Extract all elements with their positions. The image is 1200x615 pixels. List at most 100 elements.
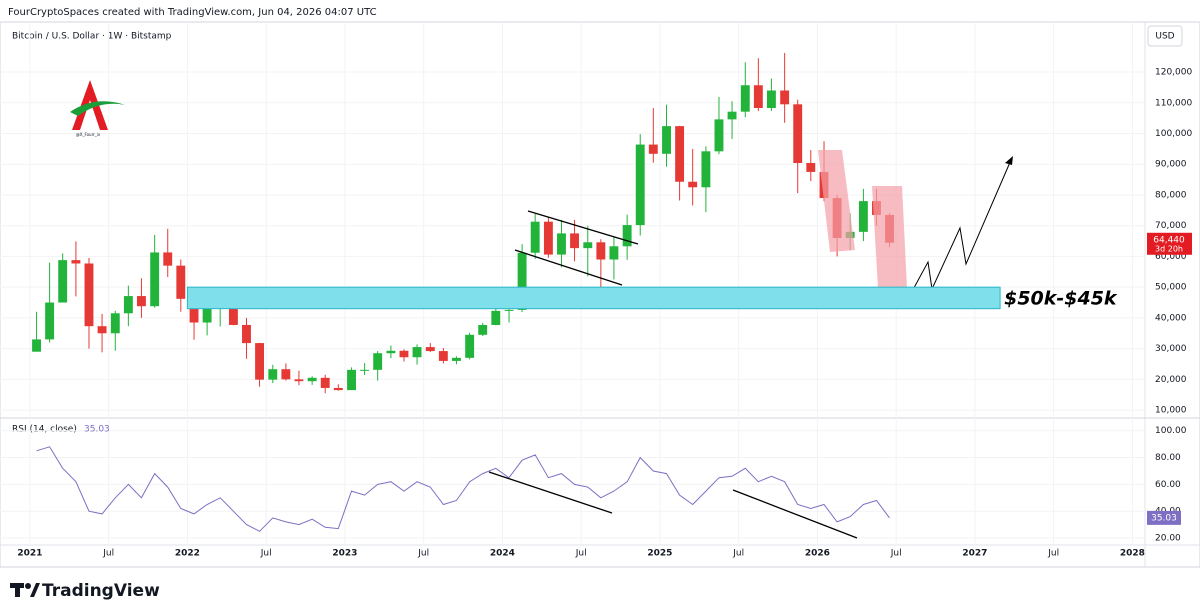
x-tick-label: Jul xyxy=(260,549,272,559)
arrow-head xyxy=(1005,156,1013,165)
support-zone xyxy=(186,286,1001,310)
candle-body xyxy=(412,347,422,358)
y-tick-label: 20,000 xyxy=(1155,375,1187,385)
candle-body xyxy=(714,119,724,152)
candle-body xyxy=(150,252,160,307)
candle-body xyxy=(136,296,146,307)
candle-body xyxy=(583,242,593,249)
candle-body xyxy=(780,90,790,105)
footer-logo: TradingView xyxy=(10,581,160,601)
x-tick-label: Jul xyxy=(1047,549,1059,559)
candle-body xyxy=(517,252,527,310)
x-tick-label: Jul xyxy=(575,549,587,559)
x-tick-label: 2021 xyxy=(17,549,42,559)
candle-body xyxy=(163,252,173,266)
rsi-value-box xyxy=(1147,510,1181,525)
candle-body xyxy=(740,85,750,112)
candle-body xyxy=(58,260,68,303)
candle-body xyxy=(491,310,501,325)
x-tick-label: 2027 xyxy=(962,549,987,559)
candle-body xyxy=(675,126,685,182)
candle-body xyxy=(766,90,776,108)
candle-body xyxy=(281,369,291,380)
logo-a xyxy=(72,80,108,130)
y-tick-label: 30,000 xyxy=(1155,344,1187,354)
candle-body xyxy=(32,339,41,352)
logo-swoosh xyxy=(70,101,125,116)
candle-body xyxy=(347,369,356,391)
brand-name: TradingView xyxy=(42,581,160,601)
y-tick-label: 100.00 xyxy=(1155,426,1187,436)
y-tick-label: 20.00 xyxy=(1155,534,1181,544)
y-tick-label: 80,000 xyxy=(1155,190,1187,200)
candle-body xyxy=(110,313,120,334)
candle-body xyxy=(242,324,251,344)
candle-body xyxy=(793,104,803,164)
currency-button[interactable] xyxy=(1147,25,1183,47)
logo: @X_Fourr_iv xyxy=(70,80,125,137)
rsi-value-label: 35.03 xyxy=(1151,513,1177,523)
candle-body xyxy=(425,347,435,352)
last-price-box xyxy=(1147,232,1192,255)
candle-body xyxy=(530,221,540,253)
currency-label[interactable]: USD xyxy=(1155,32,1174,42)
rsi-line xyxy=(36,446,890,532)
x-tick-label: Jul xyxy=(890,549,902,559)
rsi-trendline xyxy=(488,471,613,514)
candle-body xyxy=(202,308,212,323)
x-tick-label: 2022 xyxy=(175,549,200,559)
logo-handle: @X_Fourr_iv xyxy=(76,132,101,137)
candle-body xyxy=(609,246,619,260)
last-price-label: 64,440 xyxy=(1153,235,1185,245)
candle-body xyxy=(123,296,133,314)
candle-body xyxy=(71,260,81,264)
candle-body xyxy=(360,369,370,371)
candle-body xyxy=(438,351,448,361)
y-tick-label: 60.00 xyxy=(1155,480,1181,490)
x-tick-label: 2025 xyxy=(647,549,672,559)
candle-body xyxy=(557,233,566,255)
candle-body xyxy=(570,233,579,249)
candle-body xyxy=(333,387,343,391)
candle-body xyxy=(543,221,553,255)
x-tick-label: Jul xyxy=(732,549,744,559)
candle-body xyxy=(320,377,330,388)
red-box xyxy=(818,150,855,252)
rsi-legend-value: 35.03 xyxy=(84,425,110,435)
candle-body xyxy=(294,379,304,382)
candle-body xyxy=(268,369,278,380)
candle-body xyxy=(84,263,94,327)
x-tick-label: Jul xyxy=(417,549,429,559)
y-tick-label: 70,000 xyxy=(1155,221,1187,231)
candle-body xyxy=(373,353,383,370)
red-box xyxy=(872,186,907,288)
candle-body xyxy=(386,350,396,354)
trendline xyxy=(514,249,623,286)
y-tick-label: 40,000 xyxy=(1155,313,1187,323)
credit: FourCryptoSpaces created with TradingVie… xyxy=(8,7,377,18)
y-tick-label: 10,000 xyxy=(1155,406,1187,416)
x-tick-label: 2028 xyxy=(1120,549,1145,559)
candle-body xyxy=(45,302,55,340)
candle-body xyxy=(307,377,317,382)
candle-body xyxy=(97,326,107,334)
candle-body xyxy=(701,151,711,188)
chart-frame xyxy=(0,21,1200,568)
rsi-title: RSI (14, close) xyxy=(12,425,77,435)
y-tick-label: 110,000 xyxy=(1155,98,1192,108)
drawings: $50k-$45k xyxy=(186,150,1118,539)
y-tick-label: 90,000 xyxy=(1155,160,1187,170)
candle-body xyxy=(753,85,763,108)
candle-body xyxy=(648,144,658,154)
brand-mark xyxy=(15,583,20,597)
candle-body xyxy=(189,298,199,323)
candle-body xyxy=(255,343,264,380)
countdown-label: 3d 20h xyxy=(1155,244,1183,253)
candle-body xyxy=(596,242,606,260)
trendline xyxy=(527,210,639,245)
candle-body xyxy=(176,265,186,299)
y-tick-label: 60,000 xyxy=(1155,252,1187,262)
candle-body xyxy=(662,126,671,154)
